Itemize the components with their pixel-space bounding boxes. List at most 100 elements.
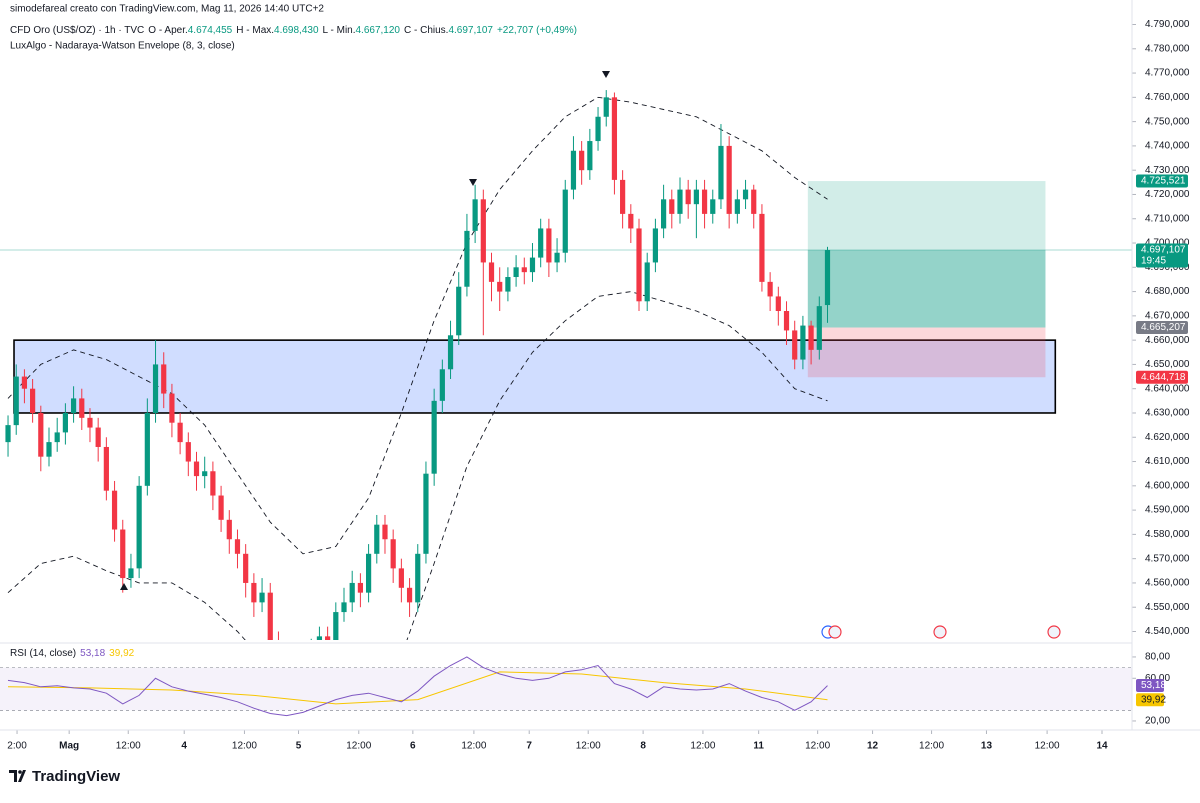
event-icon[interactable] bbox=[933, 625, 947, 639]
x-tick-label: 13 bbox=[981, 741, 993, 752]
candle-body bbox=[431, 400, 437, 474]
candle-body bbox=[325, 636, 331, 640]
candle-body bbox=[554, 252, 560, 263]
y-tick-label: 4.620,000 bbox=[1145, 432, 1190, 443]
x-tick-label: 12:00 bbox=[232, 741, 257, 752]
close-value: 4.697,107 bbox=[448, 25, 493, 36]
candle-body bbox=[792, 330, 798, 360]
x-tick-label: 12:00 bbox=[1035, 741, 1060, 752]
candle-body bbox=[316, 636, 323, 640]
candle-body bbox=[21, 376, 28, 389]
close-label: C - Chius. bbox=[404, 25, 448, 36]
candle-body bbox=[357, 582, 363, 593]
change: +22,707 (+0,49%) bbox=[497, 25, 577, 36]
y-tick-label: 4.680,000 bbox=[1145, 286, 1190, 297]
candle-body bbox=[406, 587, 413, 603]
price-badge bbox=[1136, 174, 1188, 188]
candle-body bbox=[251, 582, 257, 603]
candle-body bbox=[79, 398, 85, 418]
candle-body bbox=[644, 262, 650, 302]
candle-body bbox=[374, 524, 380, 554]
candle-body bbox=[202, 471, 208, 477]
candle-body bbox=[210, 471, 216, 496]
y-tick-label: 4.600,000 bbox=[1145, 480, 1190, 491]
candle-body bbox=[701, 189, 708, 214]
rsi-layer bbox=[0, 656, 1132, 717]
candle-body bbox=[751, 189, 757, 214]
candle-body bbox=[349, 582, 355, 603]
logo-dot bbox=[18, 770, 22, 774]
x-tick-label: 12:00 bbox=[576, 741, 601, 752]
x-tick-label: 12:00 bbox=[461, 741, 486, 752]
y-tick-label: 4.730,000 bbox=[1145, 165, 1190, 176]
candle-body bbox=[333, 612, 339, 640]
zones-layer bbox=[0, 181, 1132, 414]
x-tick-label: 12:00 bbox=[919, 741, 944, 752]
x-tick-label: 12:00 bbox=[116, 741, 141, 752]
candle-body bbox=[800, 325, 806, 360]
envelope-layer bbox=[7, 96, 828, 640]
candle-body bbox=[234, 539, 241, 554]
candle-body bbox=[521, 267, 527, 273]
candle-body bbox=[341, 602, 347, 613]
logo: TradingView bbox=[9, 768, 120, 785]
event-icon[interactable] bbox=[1047, 625, 1061, 639]
candle-body bbox=[128, 568, 134, 579]
candle-body bbox=[538, 228, 544, 258]
candle-body bbox=[243, 553, 249, 583]
candle-body bbox=[439, 369, 445, 401]
pivot-marker bbox=[469, 179, 477, 186]
price-badge bbox=[1136, 320, 1188, 334]
candle-body bbox=[579, 150, 585, 171]
rsi-legend: RSI (14, close) 53,18 39,92 bbox=[10, 648, 135, 659]
y-tick-label: 4.750,000 bbox=[1145, 116, 1190, 127]
candle-body bbox=[30, 388, 36, 413]
y-tick-label: 4.740,000 bbox=[1145, 141, 1190, 152]
candle-body bbox=[595, 116, 601, 142]
y-tick-label: 4.670,000 bbox=[1145, 311, 1190, 322]
candle-body bbox=[636, 228, 642, 302]
high-label: H - Max. bbox=[236, 25, 274, 36]
candle-body bbox=[562, 189, 568, 253]
rsi-value: 53,18 bbox=[80, 648, 105, 659]
profit-filled bbox=[807, 250, 1046, 328]
candle-body bbox=[169, 393, 175, 423]
logo-icon bbox=[9, 770, 26, 782]
candle-body bbox=[570, 150, 577, 190]
y-tick-label: 4.760,000 bbox=[1145, 92, 1190, 103]
candle-body bbox=[103, 446, 109, 491]
candle-body bbox=[456, 286, 462, 336]
event-icon[interactable] bbox=[828, 625, 842, 639]
candle-body bbox=[87, 417, 93, 428]
candle-body bbox=[136, 485, 142, 569]
low-label: L - Min. bbox=[323, 25, 356, 36]
candles-layer bbox=[5, 90, 831, 640]
candle-body bbox=[546, 228, 552, 263]
y-tick-label: 4.700,000 bbox=[1145, 238, 1190, 249]
candle-body bbox=[259, 592, 265, 603]
price-badge bbox=[1136, 370, 1188, 384]
y-tick-label: 4.790,000 bbox=[1145, 19, 1190, 30]
y-tick-label: 4.640,000 bbox=[1145, 383, 1190, 394]
event-icons bbox=[821, 625, 1061, 639]
profit-area bbox=[807, 181, 1046, 328]
candle-body bbox=[652, 228, 659, 263]
candle-body bbox=[46, 442, 52, 457]
candle-body bbox=[423, 473, 429, 554]
rsi-title: RSI (14, close) bbox=[10, 648, 76, 659]
symbol-legend: CFD Oro (US$/OZ) · 1h · TVC O - Aper.4.67… bbox=[10, 25, 577, 36]
candle-body bbox=[628, 213, 634, 229]
x-tick-label: 12:00 bbox=[805, 741, 830, 752]
candle-body bbox=[603, 97, 609, 117]
price-badge bbox=[1136, 243, 1188, 268]
y-tick-label: 4.630,000 bbox=[1145, 408, 1190, 419]
x-tick-label: 12:00 bbox=[346, 741, 371, 752]
candle-body bbox=[505, 277, 511, 292]
candle-body bbox=[177, 422, 183, 443]
indicator-legend: LuxAlgo - Nadaraya-Watson Envelope (8, 3… bbox=[10, 41, 235, 52]
y-tick-label: 4.570,000 bbox=[1145, 553, 1190, 564]
loss-area bbox=[807, 327, 1046, 378]
candle-body bbox=[193, 461, 200, 477]
candle-body bbox=[759, 213, 765, 282]
candle-body bbox=[660, 199, 667, 229]
